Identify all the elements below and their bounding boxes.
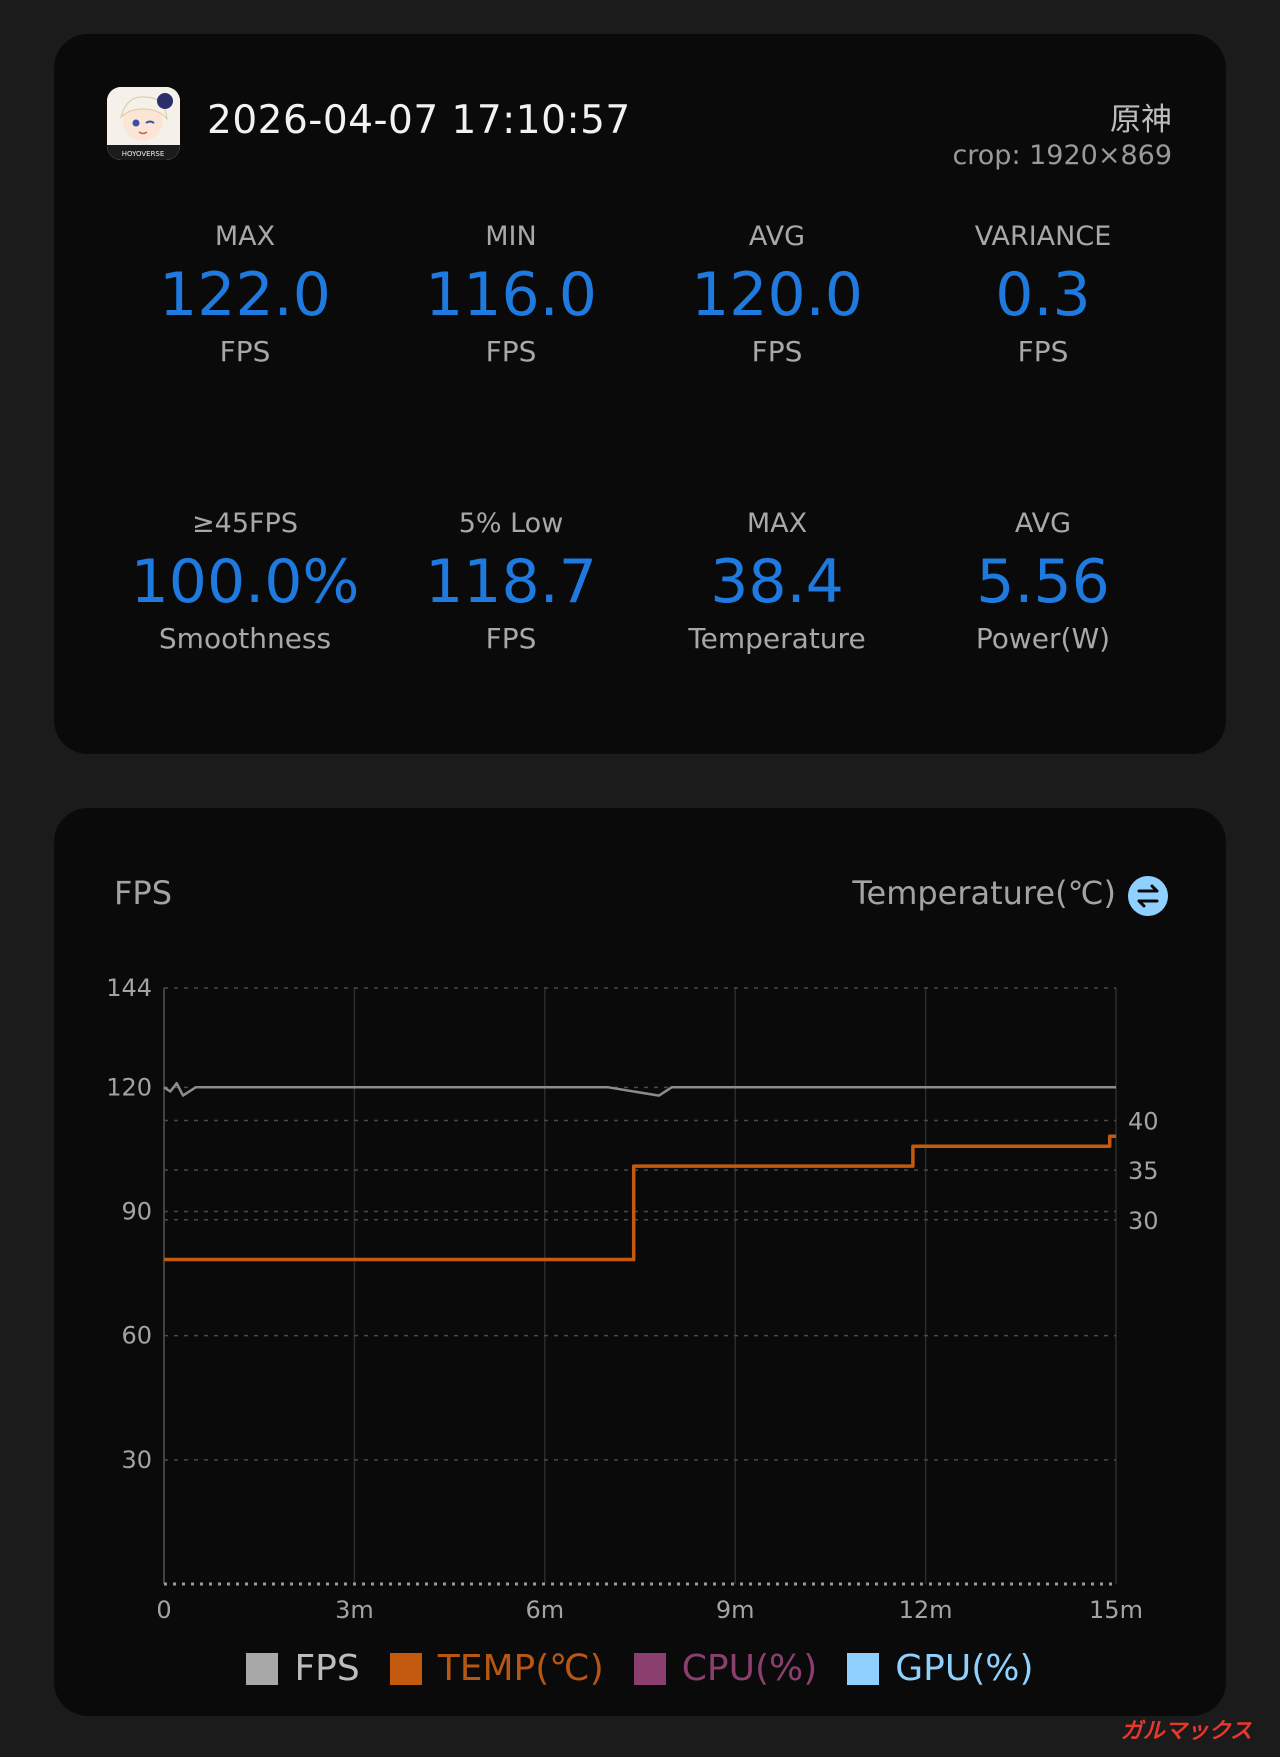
legend-label: TEMP(℃)	[437, 1648, 604, 1689]
y-left-tick-label: 120	[106, 1073, 152, 1101]
stat-label: ≥45FPS	[192, 508, 298, 539]
y-left-tick-label: 144	[106, 974, 152, 1002]
stat-label: AVG	[748, 221, 806, 252]
x-tick-label: 0	[156, 1596, 171, 1624]
legend-label: FPS	[294, 1648, 360, 1689]
stat-unit: FPS	[751, 335, 803, 368]
chart-card: FPS Temperature(℃) 0 3m 6m 9m 12m 15m 144 120 90…	[54, 808, 1226, 1716]
stat-5pct-low: 5% Low 118.7 FPS	[378, 506, 644, 658]
stat-avg-power: AVG 5.56 Power(W)	[910, 506, 1176, 658]
stat-variance: VARIANCE 0.3 FPS	[910, 219, 1176, 371]
stat-value: 38.4	[710, 547, 844, 617]
stat-label: VARIANCE	[974, 221, 1112, 252]
legend-item-gpu[interactable]: GPU(%)	[847, 1648, 1034, 1689]
y-right-tick-label: 35	[1128, 1157, 1159, 1185]
stat-unit: FPS	[1017, 335, 1069, 368]
legend-label: GPU(%)	[895, 1648, 1034, 1689]
legend-item-fps[interactable]: FPS	[246, 1648, 360, 1689]
stat-value: 122.0	[159, 260, 331, 330]
legend-item-cpu[interactable]: CPU(%)	[633, 1648, 818, 1689]
chart-right-axis-title[interactable]: Temperature(℃)	[852, 874, 1116, 912]
y-right-tick-label: 30	[1128, 1207, 1159, 1235]
x-tick-label: 12m	[899, 1596, 953, 1624]
stat-label: MIN	[485, 221, 537, 252]
legend-swatch	[847, 1652, 880, 1685]
stat-unit: Smoothness	[158, 622, 332, 655]
stat-value: 118.7	[425, 547, 597, 617]
stat-value: 5.56	[976, 547, 1110, 617]
stat-unit: Power(W)	[975, 622, 1111, 655]
summary-card: HOYOVERSE 2026-04-07 17:10:57 原神 crop: 1…	[54, 34, 1226, 754]
legend-swatch	[389, 1652, 422, 1685]
x-tick-label: 6m	[525, 1596, 564, 1624]
stat-unit: Temperature	[688, 622, 866, 655]
swap-icon[interactable]	[1128, 876, 1168, 916]
x-tick-label: 9m	[716, 1596, 755, 1624]
x-tick-label: 3m	[335, 1596, 374, 1624]
stat-value: 0.3	[995, 260, 1091, 330]
series-line-fps	[163, 1081, 1116, 1097]
chart-legend: FPS TEMP(℃) CPU(%) GPU(%)	[54, 1648, 1226, 1689]
y-left-tick-label: 30	[121, 1446, 152, 1474]
chart-left-axis-title: FPS	[114, 874, 173, 912]
session-timestamp: 2026-04-07 17:10:57	[207, 98, 631, 143]
stat-max-temperature: MAX 38.4 Temperature	[644, 506, 910, 658]
stat-value: 116.0	[425, 260, 597, 330]
game-name: 原神	[1110, 102, 1172, 138]
fps-temperature-chart: 0 3m 6m 9m 12m 15m 144 120 90 60 30 40 35 30	[106, 974, 1159, 1624]
series-line-temp	[164, 1134, 1116, 1262]
stat-label: MAX	[746, 508, 808, 539]
crop-resolution: crop: 1920×869	[952, 140, 1172, 171]
watermark-logo: ガルマックス	[1120, 1719, 1252, 1744]
stat-avg-fps: AVG 120.0 FPS	[644, 219, 910, 371]
game-app-icon: HOYOVERSE	[107, 87, 180, 160]
legend-swatch	[633, 1652, 666, 1685]
legend-label: CPU(%)	[681, 1648, 818, 1689]
y-left-tick-label: 90	[121, 1198, 152, 1226]
stat-label: AVG	[1014, 508, 1072, 539]
svg-text:HOYOVERSE: HOYOVERSE	[122, 150, 165, 158]
y-right-tick-label: 40	[1128, 1107, 1159, 1135]
stat-label: 5% Low	[458, 508, 564, 539]
y-left-tick-label: 60	[121, 1322, 152, 1350]
stat-max-fps: MAX 122.0 FPS	[112, 219, 378, 371]
stat-min-fps: MIN 116.0 FPS	[378, 219, 644, 371]
stat-smoothness: ≥45FPS 100.0% Smoothness	[112, 506, 378, 658]
stat-value: 100.0%	[130, 547, 360, 617]
stat-label: MAX	[214, 221, 276, 252]
legend-item-temp[interactable]: TEMP(℃)	[389, 1648, 604, 1689]
x-tick-label: 15m	[1089, 1596, 1143, 1624]
stat-unit: FPS	[485, 622, 537, 655]
legend-swatch	[246, 1652, 279, 1685]
stat-value: 120.0	[691, 260, 863, 330]
stat-unit: FPS	[219, 335, 271, 368]
stat-unit: FPS	[485, 335, 537, 368]
